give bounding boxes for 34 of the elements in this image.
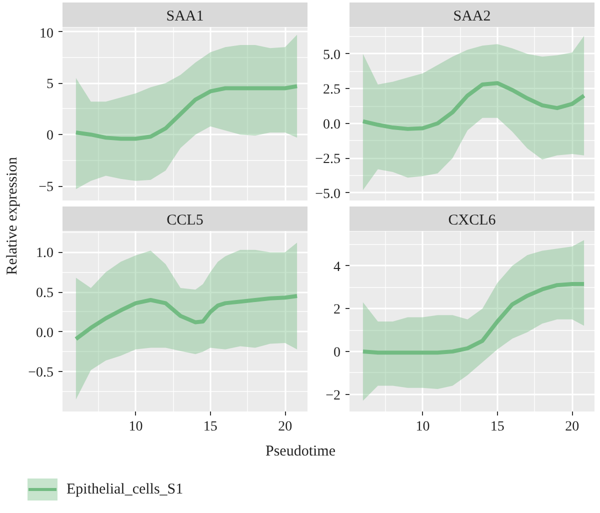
x-tick-label: 15: [490, 420, 504, 434]
y-tick-label: −0.5: [28, 366, 54, 381]
chart-title: CXCL6: [448, 212, 496, 228]
y-tick-label: 2: [334, 302, 340, 318]
y-tick-label: 0.5: [36, 286, 54, 302]
chart-title: SAA2: [453, 8, 491, 24]
x-axis-title: Pseudotime: [266, 444, 336, 460]
chart-title: CCL5: [166, 212, 204, 228]
line-series: [360, 282, 586, 355]
legend-label: Epithelial_cells_S1: [66, 482, 184, 498]
y-tick-label: 5: [46, 77, 54, 92]
y-tick-label: 0.0: [323, 117, 340, 132]
y-tick-label: −2.5: [315, 152, 341, 168]
y-tick-label: 0: [46, 128, 54, 144]
chart-title: SAA1: [166, 8, 204, 24]
y-tick-label: 0.0: [36, 326, 54, 341]
x-tick-label: 10: [416, 420, 430, 434]
y-axis-title: Relative expression: [4, 156, 20, 275]
line-series: [74, 294, 300, 342]
y-tick-label: 1.0: [36, 246, 54, 262]
x-tick-label: 15: [203, 420, 218, 434]
y-tick-label: 10: [40, 26, 54, 42]
y-tick-label: 2.5: [323, 82, 340, 98]
y-tick-label: −5: [38, 180, 54, 196]
x-tick-label: 20: [565, 420, 580, 434]
y-tick-label: −2: [326, 388, 341, 404]
y-tick-label: 0: [334, 346, 340, 360]
y-tick-label: 5.0: [323, 48, 340, 63]
x-tick-label: 10: [128, 420, 143, 434]
y-tick-label: 4: [334, 260, 340, 275]
line-series: [360, 81, 586, 131]
y-tick-label: −5.0: [315, 186, 341, 202]
line-series: [74, 84, 300, 141]
x-tick-label: 20: [278, 420, 292, 434]
